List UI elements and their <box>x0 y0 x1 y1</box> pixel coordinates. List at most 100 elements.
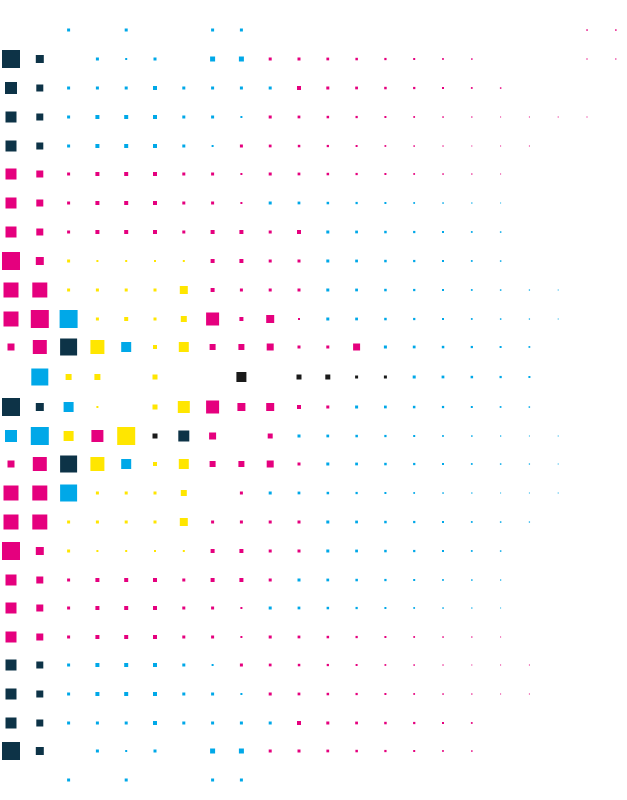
dot <box>326 57 330 61</box>
dot <box>154 260 156 262</box>
dot <box>413 750 416 752</box>
dot <box>182 663 186 667</box>
dot <box>67 692 71 696</box>
dot <box>240 202 243 204</box>
dot <box>60 455 78 473</box>
dot <box>499 550 502 552</box>
dot <box>470 406 473 408</box>
dot <box>2 50 20 68</box>
dot <box>238 748 244 754</box>
dot <box>442 116 444 118</box>
dot <box>528 435 530 437</box>
dot <box>326 721 330 725</box>
dot <box>499 521 502 523</box>
dot <box>268 115 272 119</box>
dot <box>95 144 100 148</box>
dot <box>442 202 444 204</box>
dot <box>355 259 358 263</box>
dot <box>95 317 99 321</box>
dot <box>471 579 473 581</box>
dot <box>268 721 272 725</box>
dot <box>95 663 100 667</box>
dot <box>326 462 330 466</box>
dot <box>471 202 473 204</box>
dot <box>355 692 358 696</box>
dot <box>125 550 128 552</box>
dot <box>326 115 330 119</box>
dot <box>384 664 387 666</box>
dot <box>63 431 74 441</box>
dot <box>413 636 416 638</box>
dot <box>557 435 559 437</box>
dot <box>355 405 359 409</box>
dot <box>67 606 71 610</box>
dot <box>528 145 530 147</box>
dot <box>125 750 128 752</box>
dot <box>471 664 473 666</box>
dot <box>500 116 502 118</box>
dot <box>67 115 71 119</box>
dot <box>239 259 244 263</box>
dot <box>36 113 44 121</box>
dot <box>413 693 416 695</box>
dot <box>36 576 44 584</box>
dot <box>297 230 301 234</box>
dot <box>182 578 186 582</box>
dot <box>59 310 78 328</box>
dot <box>586 29 588 31</box>
dot <box>297 520 301 524</box>
dot <box>268 230 272 234</box>
dot <box>67 778 71 782</box>
dot <box>268 578 272 582</box>
dot <box>470 87 473 89</box>
dot <box>297 288 301 292</box>
dot <box>31 368 49 386</box>
dot <box>2 398 20 416</box>
dot <box>441 345 445 349</box>
dot <box>211 115 215 119</box>
dot <box>470 463 473 465</box>
dot <box>500 636 502 638</box>
dot <box>326 405 330 409</box>
dot <box>297 405 301 409</box>
dot <box>557 289 559 291</box>
dot <box>182 635 186 639</box>
dot <box>32 457 47 471</box>
dot <box>442 693 444 695</box>
dot <box>500 202 502 204</box>
dot <box>95 606 100 610</box>
dot <box>153 462 157 466</box>
dot <box>35 747 44 755</box>
dot <box>413 579 416 581</box>
dot <box>384 549 387 553</box>
dot <box>210 578 215 582</box>
dot <box>500 607 502 609</box>
dot <box>36 170 44 178</box>
dot <box>326 345 330 349</box>
dot <box>384 202 387 204</box>
dot <box>239 778 243 782</box>
dot <box>297 721 301 725</box>
dot <box>239 520 243 524</box>
dot <box>615 29 617 31</box>
dot <box>297 663 301 667</box>
dot <box>413 288 416 292</box>
dot <box>442 260 444 262</box>
dot <box>586 58 588 60</box>
dot <box>211 28 215 32</box>
dot <box>413 202 416 204</box>
dot <box>153 144 157 148</box>
dot <box>413 86 416 90</box>
dot <box>121 342 132 352</box>
dot <box>499 375 502 379</box>
dot <box>209 461 216 467</box>
dot <box>384 173 387 175</box>
dot <box>413 259 416 263</box>
dot <box>615 58 617 60</box>
dot <box>125 58 128 60</box>
dot <box>5 430 17 442</box>
dot <box>211 692 215 696</box>
dot <box>124 288 128 292</box>
dot <box>442 750 444 752</box>
